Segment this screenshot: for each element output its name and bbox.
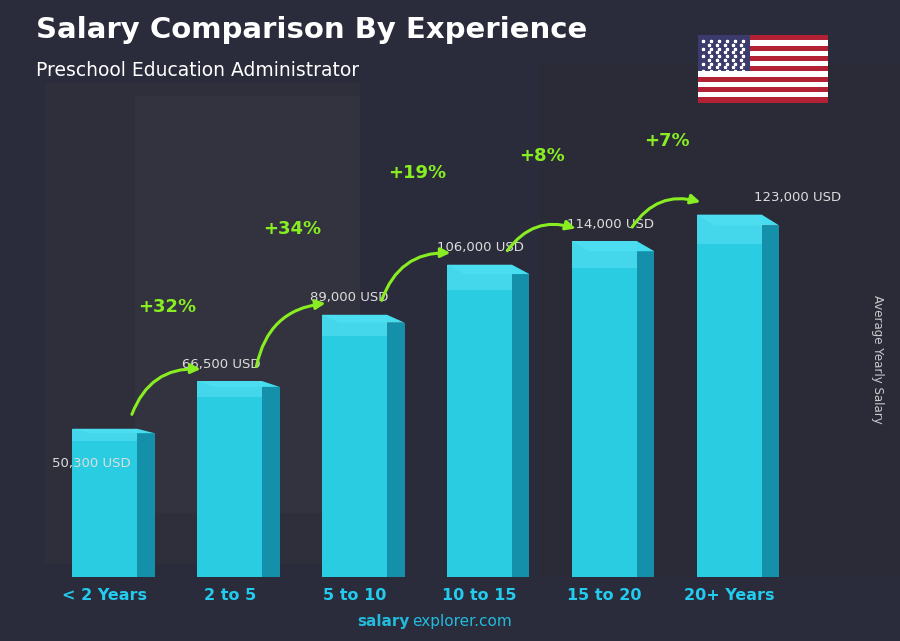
Bar [698, 66, 828, 72]
Text: 123,000 USD: 123,000 USD [754, 192, 842, 204]
Polygon shape [697, 215, 779, 226]
Text: salary: salary [357, 615, 410, 629]
Text: 114,000 USD: 114,000 USD [567, 218, 654, 231]
Polygon shape [512, 274, 529, 577]
Bar [540, 64, 900, 577]
Polygon shape [137, 433, 155, 577]
Polygon shape [447, 265, 529, 274]
Polygon shape [262, 387, 280, 577]
FancyBboxPatch shape [72, 429, 137, 440]
Bar [698, 61, 828, 66]
FancyBboxPatch shape [72, 429, 137, 577]
FancyBboxPatch shape [572, 241, 637, 268]
Bar [45, 83, 360, 564]
FancyBboxPatch shape [197, 381, 262, 397]
Bar [698, 72, 828, 77]
Text: +7%: +7% [644, 132, 689, 150]
Polygon shape [761, 226, 779, 577]
FancyBboxPatch shape [572, 241, 637, 577]
Bar [135, 96, 360, 513]
Polygon shape [72, 429, 155, 433]
Text: 89,000 USD: 89,000 USD [310, 292, 388, 304]
FancyBboxPatch shape [322, 315, 387, 577]
Bar [698, 40, 828, 46]
Bar [698, 82, 828, 87]
FancyBboxPatch shape [697, 215, 761, 244]
Polygon shape [197, 381, 280, 387]
Text: Average Yearly Salary: Average Yearly Salary [871, 295, 884, 423]
Text: Preschool Education Administrator: Preschool Education Administrator [36, 61, 359, 80]
FancyBboxPatch shape [197, 381, 262, 577]
Bar [698, 46, 828, 51]
Polygon shape [637, 251, 654, 577]
Polygon shape [322, 315, 404, 322]
Bar [698, 77, 828, 82]
Text: +32%: +32% [138, 298, 196, 316]
Text: explorer.com: explorer.com [412, 615, 512, 629]
Polygon shape [387, 322, 404, 577]
Text: +8%: +8% [519, 147, 565, 165]
Bar [698, 97, 828, 103]
FancyBboxPatch shape [322, 315, 387, 336]
Bar [698, 35, 828, 40]
Bar [698, 87, 828, 92]
Text: +19%: +19% [388, 164, 446, 182]
Bar [698, 56, 828, 61]
Bar [698, 51, 828, 56]
Bar [698, 35, 750, 72]
Polygon shape [572, 241, 654, 251]
Text: Salary Comparison By Experience: Salary Comparison By Experience [36, 16, 587, 44]
Text: 50,300 USD: 50,300 USD [52, 457, 130, 470]
Text: 66,500 USD: 66,500 USD [182, 358, 261, 370]
FancyBboxPatch shape [697, 215, 761, 577]
FancyBboxPatch shape [447, 265, 512, 577]
Text: 106,000 USD: 106,000 USD [437, 242, 524, 254]
Bar [698, 92, 828, 97]
Text: +34%: +34% [263, 221, 321, 238]
FancyBboxPatch shape [447, 265, 512, 290]
